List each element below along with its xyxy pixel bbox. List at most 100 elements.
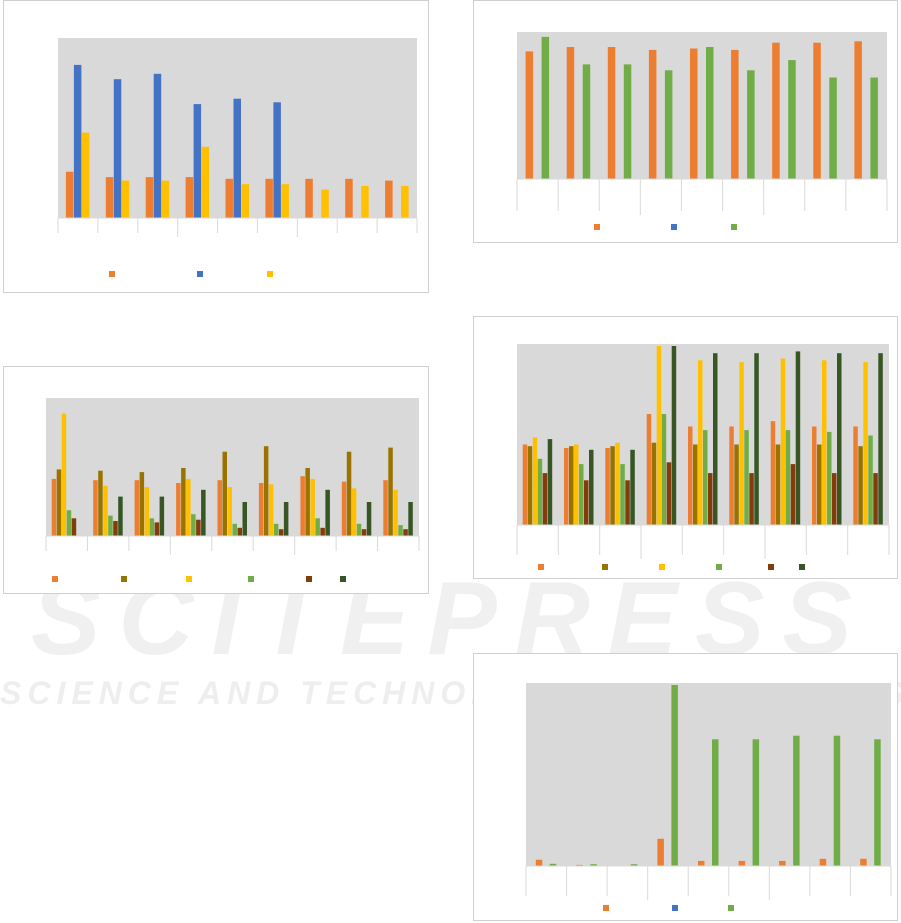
bar-series-3-group-2 <box>582 64 591 179</box>
bar-series-5-group-2 <box>113 521 118 536</box>
bar-series-3-group-4 <box>671 685 678 866</box>
bar-series-4-group-3 <box>149 518 155 536</box>
bar-series-1-group-3 <box>605 448 610 525</box>
bar-series-4-group-6 <box>273 523 279 536</box>
bar-series-4-group-1 <box>537 458 543 525</box>
bar-series-2-group-8 <box>817 444 822 525</box>
legend-marker-series-2 <box>197 271 203 277</box>
bar-series-4-group-5 <box>703 430 708 525</box>
bar-series-4-group-9 <box>398 525 403 536</box>
bar-series-5-group-3 <box>625 480 630 526</box>
chart-5-svg <box>525 683 892 911</box>
bar-series-1-group-3 <box>134 480 140 536</box>
legend-marker-series-2 <box>671 224 677 230</box>
bar-series-3-group-1 <box>61 413 67 536</box>
bar-series-2-group-5 <box>693 444 698 525</box>
legend-marker-series-3 <box>186 576 192 582</box>
legend-marker-series-3 <box>267 271 273 277</box>
bar-series-1-group-4 <box>657 838 664 866</box>
legend-marker-series-5 <box>306 576 312 582</box>
bar-series-5-group-5 <box>708 473 713 525</box>
bar-series-2-group-3 <box>139 472 145 536</box>
chart-panel-1 <box>3 0 429 293</box>
bar-series-5-group-1 <box>542 473 548 525</box>
bar-series-4-group-8 <box>356 523 362 536</box>
bar-series-4-group-4 <box>661 414 667 525</box>
bar-series-1-group-1 <box>535 859 543 866</box>
bar-series-4-group-6 <box>744 430 749 525</box>
bar-series-1-group-8 <box>813 42 821 180</box>
bar-series-3-group-8 <box>829 77 837 179</box>
bar-series-6-group-5 <box>242 502 247 536</box>
bar-series-5-group-7 <box>320 527 325 536</box>
bar-series-5-group-9 <box>403 529 408 536</box>
bar-series-1-group-6 <box>729 426 734 525</box>
bar-series-1-group-7 <box>772 42 780 180</box>
bar-series-1-group-9 <box>383 480 388 536</box>
bar-series-1-group-1 <box>51 478 57 536</box>
bar-series-3-group-4 <box>186 478 191 536</box>
bar-series-3-group-4 <box>664 70 673 180</box>
bar-series-1-group-7 <box>300 476 305 536</box>
bar-series-1-group-7 <box>305 178 313 218</box>
bar-series-1-group-7 <box>770 421 776 525</box>
bar-series-2-group-6 <box>263 446 269 536</box>
chart-panel-5 <box>473 653 898 921</box>
bar-series-3-group-3 <box>623 64 632 179</box>
bar-series-2-group-8 <box>346 451 352 536</box>
bar-series-6-group-5 <box>713 353 718 525</box>
bar-series-3-group-3 <box>161 180 170 218</box>
bar-series-1-group-2 <box>576 864 583 866</box>
bar-series-2-group-7 <box>305 468 310 536</box>
bar-series-1-group-4 <box>648 49 657 180</box>
bar-series-3-group-5 <box>227 487 232 536</box>
bar-series-3-group-5 <box>706 47 714 179</box>
bar-series-3-group-1 <box>549 863 557 866</box>
bar-series-1-group-3 <box>145 177 154 218</box>
bar-series-1-group-6 <box>731 49 739 180</box>
legend-marker-series-2 <box>672 905 678 911</box>
bar-series-6-group-3 <box>630 449 635 525</box>
bar-series-3-group-7 <box>793 735 800 866</box>
bar-series-1-group-9 <box>385 180 393 218</box>
bar-series-6-group-2 <box>118 496 123 536</box>
bar-series-3-group-9 <box>863 362 868 525</box>
bar-series-6-group-4 <box>201 489 206 536</box>
legend-marker-series-3 <box>728 905 734 911</box>
bar-series-1-group-9 <box>854 41 862 180</box>
chart-panel-2 <box>3 366 429 594</box>
bar-series-1-group-1 <box>522 444 528 525</box>
bar-series-1-group-5 <box>690 48 698 179</box>
bar-series-1-group-2 <box>564 448 569 525</box>
bar-series-3-group-6 <box>747 70 755 180</box>
bar-series-6-group-3 <box>159 496 165 536</box>
bar-series-2-group-2 <box>98 470 103 536</box>
bar-series-2-group-9 <box>388 447 393 536</box>
bar-series-3-group-9 <box>870 77 878 179</box>
bar-series-3-group-2 <box>590 864 597 866</box>
bar-series-1-group-5 <box>698 860 705 866</box>
bar-series-4-group-2 <box>579 464 584 525</box>
bar-series-3-group-9 <box>401 186 409 218</box>
bar-series-6-group-8 <box>366 502 372 536</box>
bar-series-6-group-2 <box>589 449 594 525</box>
bar-series-5-group-4 <box>666 462 672 525</box>
bar-series-2-group-1 <box>73 64 82 219</box>
bar-series-6-group-6 <box>754 353 759 525</box>
bar-series-1-group-9 <box>860 858 867 866</box>
bar-series-3-group-6 <box>739 362 744 525</box>
bar-series-5-group-4 <box>196 519 201 536</box>
bar-series-1-group-1 <box>525 51 534 179</box>
bar-series-2-group-6 <box>273 102 281 218</box>
bar-series-3-group-6 <box>752 739 760 866</box>
bar-series-4-group-2 <box>108 515 113 536</box>
bar-series-2-group-5 <box>233 98 241 218</box>
bar-series-1-group-9 <box>853 426 858 525</box>
bar-series-1-group-6 <box>265 178 273 218</box>
bar-series-3-group-8 <box>833 735 841 866</box>
bar-series-3-group-8 <box>351 488 357 536</box>
chart-panel-3 <box>473 0 898 243</box>
bar-series-5-group-2 <box>584 480 589 526</box>
bar-series-5-group-1 <box>71 518 77 536</box>
bar-series-3-group-2 <box>574 444 579 525</box>
